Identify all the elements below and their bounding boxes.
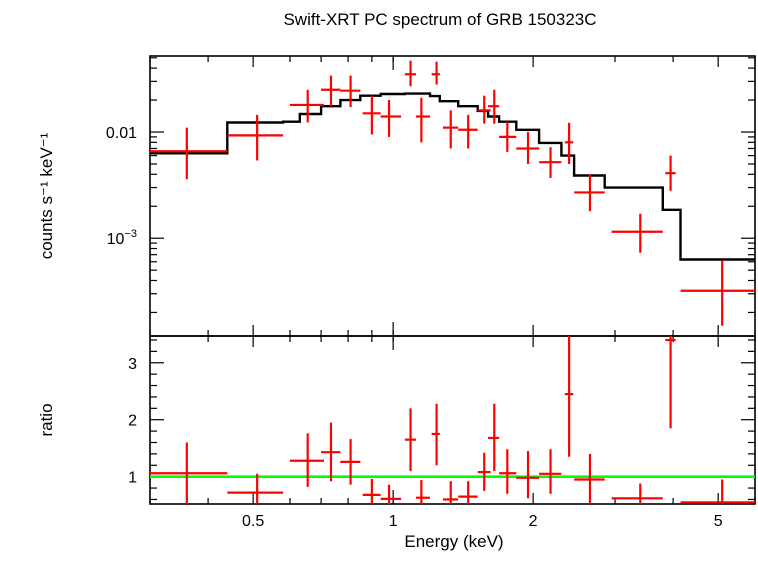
ratio-data-point (340, 439, 361, 485)
spectrum-data-point (321, 75, 341, 107)
ratio-data-point (458, 481, 478, 504)
ratio-data-point (362, 478, 381, 504)
ratio-data-point (488, 403, 500, 471)
spectrum-y-tick-label: 10−3 (107, 228, 137, 248)
spectrum-data-point (665, 155, 676, 191)
x-axis-label: Energy (keV) (404, 532, 503, 551)
spectrum-data-point (150, 127, 228, 180)
ratio-data-point (431, 403, 440, 466)
ratio-data-point (499, 449, 517, 494)
spectrum-data-point (680, 260, 755, 326)
spectrum-data-points (150, 60, 755, 326)
ratio-y-axis-label: ratio (37, 403, 56, 436)
spectrum-data-point (488, 89, 500, 124)
ratio-axis-ticks (149, 336, 756, 504)
ratio-data-point (516, 451, 540, 499)
energy-x-tick-label: 0.5 (242, 513, 264, 530)
spectrum-data-point (477, 95, 491, 124)
spectrum-data-point (289, 89, 324, 123)
spectrum-data-point (443, 110, 459, 149)
model-curve-group (150, 92, 755, 261)
ratio-data-point (680, 479, 755, 504)
spectrum-data-point (362, 95, 381, 135)
ratio-panel: 1 2 3 0.5 1 2 5 ratio Energy (keV) (37, 335, 756, 551)
energy-x-tick-label: 1 (389, 513, 398, 530)
energy-x-tick-label: 2 (529, 513, 538, 530)
spectrum-data-point (431, 61, 440, 85)
ratio-data-point (574, 453, 605, 504)
ratio-data-point (404, 408, 417, 471)
spectrum-data-point (404, 60, 417, 87)
chart-title: Swift-XRT PC spectrum of GRB 150323C (283, 10, 596, 29)
spectrum-data-point (499, 121, 517, 152)
energy-x-tick-label: 5 (714, 513, 723, 530)
spectrum-data-point (574, 174, 605, 212)
ratio-data-point (564, 336, 574, 457)
ratio-data-point (539, 449, 562, 494)
ratio-y-tick-label: 1 (128, 470, 137, 487)
spectrum-y-tick-labels: 0.01 10−3 (106, 125, 137, 248)
ratio-data-point (416, 480, 430, 504)
spectrum-data-point (516, 132, 540, 164)
spectrum-data-point (380, 100, 402, 137)
spectrum-data-point (458, 114, 478, 149)
spectrum-y-axis-label: counts s⁻¹ keV⁻¹ (37, 132, 56, 259)
model-curve (150, 92, 755, 261)
ratio-data-point (477, 452, 491, 491)
spectrum-data-point (340, 75, 361, 108)
ratio-data-point (665, 336, 676, 429)
spectrum-y-tick-label: 0.01 (106, 125, 137, 142)
ratio-y-tick-label: 2 (128, 413, 137, 430)
spectrum-data-point (416, 97, 430, 143)
ratio-y-tick-label: 3 (128, 356, 137, 373)
ratio-data-point (380, 484, 402, 504)
ratio-data-point (150, 442, 228, 504)
ratio-data-point (611, 483, 663, 504)
spectrum-data-point (227, 114, 284, 161)
ratio-y-tick-labels: 1 2 3 (128, 356, 137, 487)
ratio-data-point (443, 481, 459, 504)
spectrum-axis-ticks (149, 56, 756, 336)
energy-x-tick-labels: 0.5 1 2 5 (242, 513, 723, 530)
ratio-data-point (227, 473, 284, 504)
ratio-data-point (289, 433, 324, 487)
spectrum-data-point (539, 147, 562, 178)
spectrum-panel-frame (149, 55, 756, 337)
ratio-panel-frame (149, 335, 756, 505)
spectrum-data-point (564, 122, 574, 164)
ratio-data-point (321, 422, 341, 482)
spectrum-panel: 0.01 10−3 counts s⁻¹ keV⁻¹ (37, 55, 756, 337)
spectrum-data-point (611, 213, 663, 253)
ratio-data-points (150, 336, 755, 504)
